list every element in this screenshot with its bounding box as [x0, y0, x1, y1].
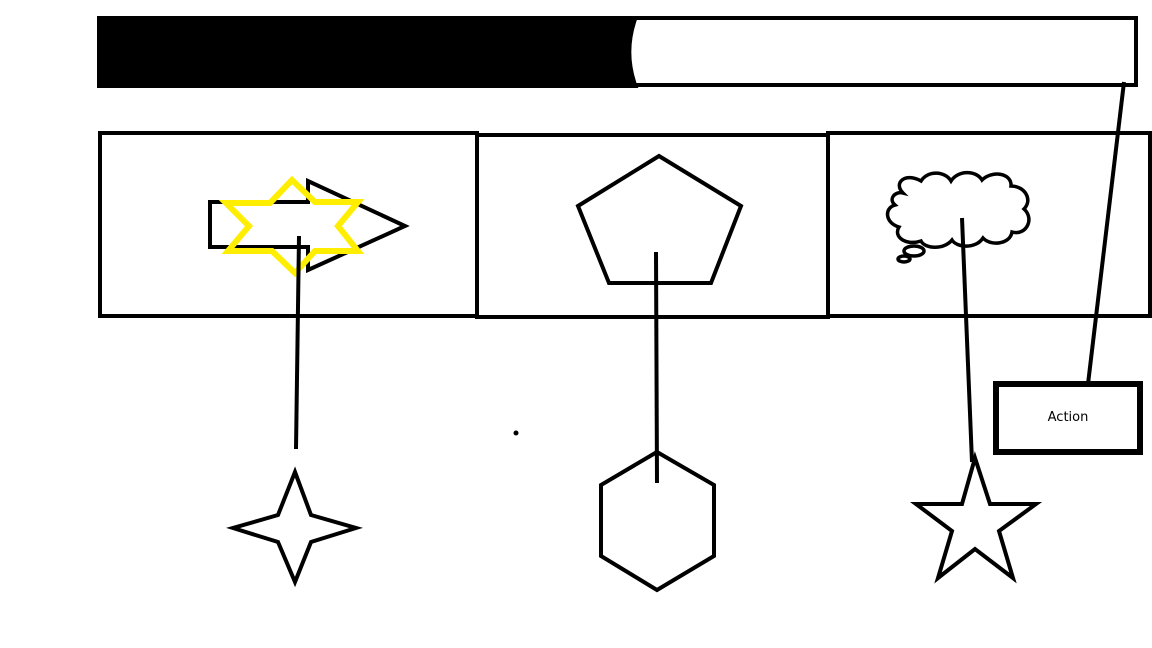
connector-panel-2: [654, 251, 659, 484]
progress-bar-fill: [97, 16, 639, 88]
connector-progress-action: [1086, 81, 1126, 385]
panel-row: [98, 131, 1152, 319]
connector-lines: [294, 81, 1126, 484]
dot-marker: [513, 430, 519, 436]
panel-3[interactable]: [826, 131, 1152, 318]
action-button[interactable]: Action: [996, 384, 1140, 450]
thought-cloud-icon: [885, 170, 1031, 264]
panel-1[interactable]: [98, 131, 479, 318]
connector-panel-1: [294, 235, 301, 450]
pentagon-icon: [575, 153, 744, 285]
four-point-star-icon: [226, 466, 363, 588]
six-point-star-icon: [218, 175, 365, 278]
connector-panel-3: [960, 217, 974, 463]
five-point-star-icon: [910, 451, 1043, 584]
progress-bar: [97, 16, 1138, 88]
hexagon-icon: [599, 449, 716, 593]
action-button-label: Action: [1047, 409, 1089, 425]
action-button-frame: [993, 381, 1143, 455]
